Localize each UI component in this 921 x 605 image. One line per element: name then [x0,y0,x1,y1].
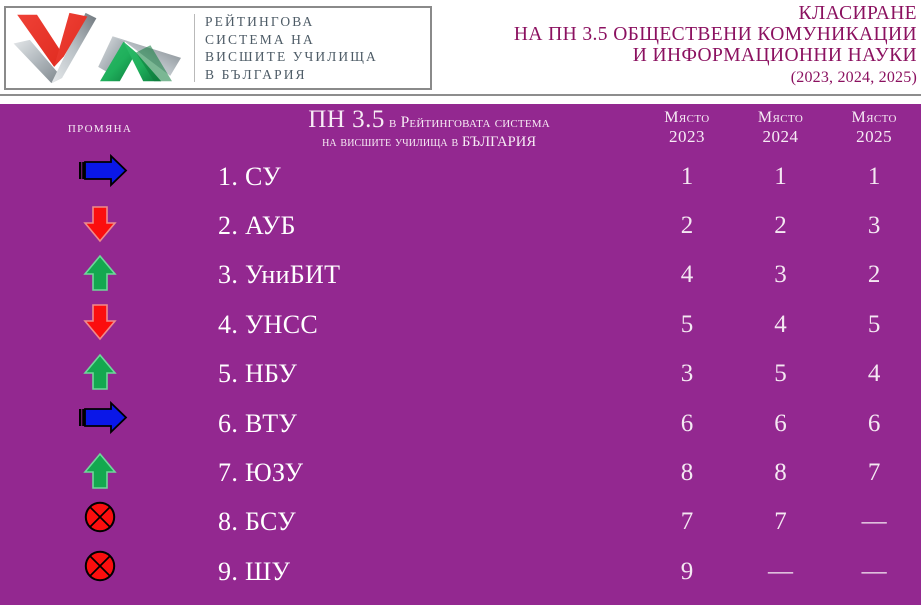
column-header-year-2024-label: Място [757,109,804,127]
cell-rank-2023: 9 [640,547,734,597]
column-header-name-big: ПН 3.5 [308,105,385,133]
down-arrow-icon [77,302,123,342]
logo-text-line-3: ВИСШИТЕ УЧИЛИЩА [205,49,378,64]
cell-rank-2024: 6 [733,398,828,449]
table-header-row: Промяна ПН 3.5 в Рейтинговата система на… [0,104,921,152]
down-arrow-icon [77,204,123,244]
table-row: 7. ЮЗУ 8 8 7 [0,448,921,498]
cell-change [0,300,201,350]
dropped-out-icon [77,500,123,540]
cell-change [0,152,201,202]
logo-divider [194,14,195,82]
title-line-2: НА ПН 3.5 ОБЩЕСТВЕНИ КОМУНИКАЦИИ [513,24,917,45]
cell-rank-2025: 1 [827,152,921,202]
cell-rank-2025: 4 [827,349,921,399]
title-years: (2023, 2024, 2025) [790,69,917,86]
ranking-table: Промяна ПН 3.5 в Рейтинговата система на… [0,104,921,597]
page-title: КЛАСИРАНЕ НА ПН 3.5 ОБЩЕСТВЕНИ КОМУНИКАЦ… [514,3,917,88]
logo-text-line-4: В БЪЛГАРИЯ [205,66,307,82]
cell-rank-2023: 8 [640,448,734,498]
up-arrow-icon [77,253,123,293]
cell-rank-2024: 2 [733,201,828,251]
va-chevron-logo-icon [13,12,181,84]
cell-university-name: 5. НБУ [200,349,641,399]
title-line-1: КЛАСИРАНЕ [798,3,917,24]
cell-rank-2023: 5 [640,300,734,350]
up-arrow-icon [77,451,123,491]
cell-rank-2025: 2 [827,250,921,301]
cell-rank-2025: 6 [827,398,921,449]
column-header-change: Промяна [0,104,201,152]
table-row: 1. СУ 1 1 1 [0,152,921,202]
cell-university-name: 3. УниБИТ [200,250,641,301]
logo-text-line-2: СИСТЕМА НА [205,31,315,47]
cell-rank-2023: 7 [640,497,734,548]
table-row: 5. НБУ 3 5 4 [0,349,921,399]
column-header-year-2025-value: 2025 [856,127,893,147]
cell-rank-2025: — [827,497,921,548]
table-row: 8. БСУ 7 7— [0,497,921,548]
column-header-year-2023-value: 2023 [668,127,705,147]
cell-university-name: 4. УНСС [200,300,641,350]
logo-box: РЕЙТИНГОВА СИСТЕМА НА ВИСШИТЕ УЧИЛИЩА В … [4,6,432,90]
column-header-year-2025-label: Място [851,109,897,127]
cell-rank-2024: 1 [733,152,828,202]
cell-rank-2025: 5 [827,300,921,350]
cell-change [0,547,201,597]
cell-change [0,448,201,498]
up-arrow-icon [77,352,123,392]
cell-rank-2025: — [827,547,921,597]
ranking-table-container: Промяна ПН 3.5 в Рейтинговата система на… [0,104,921,605]
table-row: 6. ВТУ 6 6 6 [0,398,921,449]
cell-rank-2023: 1 [640,152,734,202]
cell-rank-2024: 5 [733,349,828,399]
dropped-out-icon [77,549,123,589]
table-row: 4. УНСС 5 4 5 [0,300,921,350]
column-header-year-2025: Място 2025 [827,104,921,152]
cell-change [0,398,201,449]
table-row: 9. ШУ 9— — [0,547,921,597]
right-arrow-icon [77,154,128,194]
cell-rank-2023: 3 [640,349,734,399]
cell-university-name: 9. ШУ [200,547,641,597]
column-header-year-2023: Място 2023 [640,104,734,152]
cell-university-name: 8. БСУ [200,497,641,548]
cell-rank-2023: 4 [640,250,734,301]
column-header-name-sub: на висшите училища в БЪЛГАРИЯ [322,133,537,150]
cell-rank-2024: 7 [733,497,828,548]
cell-rank-2025: 3 [827,201,921,251]
column-header-year-2023-label: Място [664,109,710,127]
cell-university-name: 7. ЮЗУ [200,448,641,498]
cell-rank-2025: 7 [827,448,921,498]
title-line-3: И ИНФОРМАЦИОННИ НАУКИ [632,45,917,66]
cell-university-name: 2. АУБ [200,201,641,251]
logo-text: РЕЙТИНГОВА СИСТЕМА НА ВИСШИТЕ УЧИЛИЩА В … [205,13,378,83]
column-header-name: ПН 3.5 в Рейтинговата система на висшите… [200,104,641,152]
cell-rank-2023: 6 [640,398,734,449]
cell-change [0,497,201,548]
column-header-year-2024-value: 2024 [762,127,799,147]
cell-university-name: 6. ВТУ [200,398,641,449]
right-arrow-icon [77,401,128,441]
ranking-table-body: 1. СУ 1 1 1 2. АУБ 2 2 3 3. УниБИТ 4 3 2 4. УНСС 5 4 5 5… [0,152,921,597]
page-header: РЕЙТИНГОВА СИСТЕМА НА ВИСШИТЕ УЧИЛИЩА В … [0,0,921,96]
cell-university-name: 1. СУ [200,152,641,202]
cell-change [0,201,201,251]
cell-rank-2024: 4 [733,300,828,350]
column-header-name-rest: в Рейтинговата система [388,113,550,131]
logo-text-line-1: РЕЙТИНГОВА [205,14,315,29]
cell-rank-2024: 3 [733,250,828,301]
table-row: 2. АУБ 2 2 3 [0,201,921,251]
cell-change [0,250,201,301]
cell-rank-2024: — [733,547,828,597]
cell-rank-2024: 8 [733,448,828,498]
cell-rank-2023: 2 [640,201,734,251]
column-header-year-2024: Място 2024 [733,104,828,152]
cell-change [0,349,201,399]
table-row: 3. УниБИТ 4 3 2 [0,250,921,301]
